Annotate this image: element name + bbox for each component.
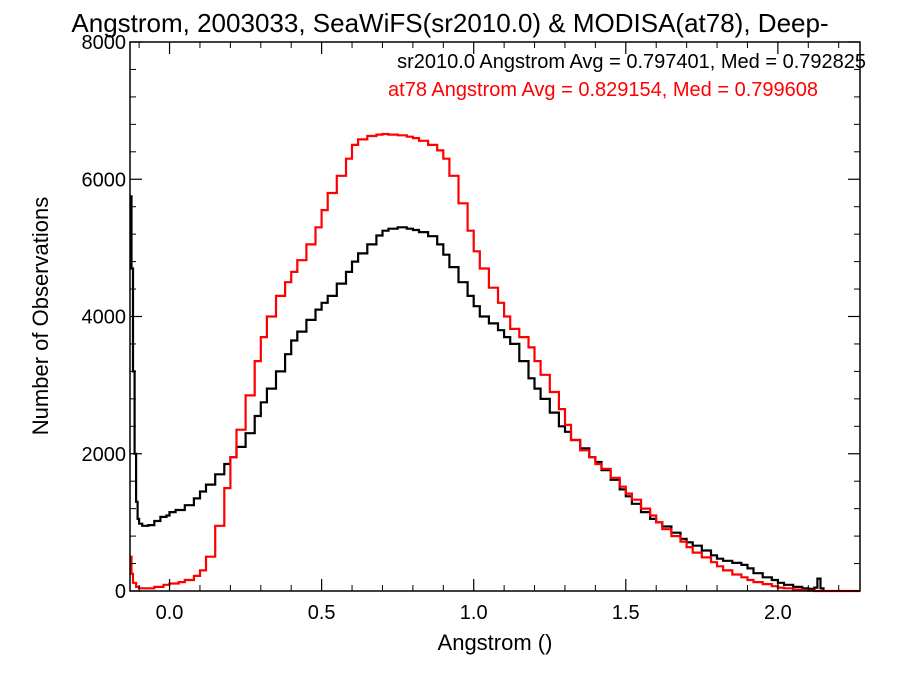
y-tick-label: 4000 (82, 307, 127, 329)
x-tick-label: 1.0 (460, 602, 488, 624)
y-tick-label: 6000 (82, 169, 127, 191)
series-line-0 (130, 195, 825, 591)
y-axis-label: Number of Observations (28, 197, 53, 435)
plot-frame (129, 41, 861, 592)
x-tick-label: 0.5 (308, 602, 336, 624)
x-tick-label: 1.5 (612, 602, 640, 624)
y-tick-label: 2000 (82, 444, 127, 466)
axes-layer: 0.0 0.5 1.0 1.5 2.0 0 2000 4000 6000 8000 (82, 32, 860, 624)
y-tick-label: 0 (115, 581, 126, 603)
series-layer (130, 132, 860, 593)
legend-line-red: at78 Angstrom Avg = 0.829154, Med = 0.79… (388, 79, 818, 101)
y-tick-label: 8000 (82, 32, 127, 54)
x-axis-label: Angstrom () (438, 630, 553, 655)
x-tick-label: 0.0 (156, 602, 184, 624)
series-line-1 (130, 132, 860, 593)
x-tick-label: 2.0 (764, 602, 792, 624)
chart-title: Angstrom, 2003033, SeaWiFS(sr2010.0) & M… (71, 8, 828, 38)
legend-line-black: sr2010.0 Angstrom Avg = 0.797401, Med = … (397, 51, 866, 73)
